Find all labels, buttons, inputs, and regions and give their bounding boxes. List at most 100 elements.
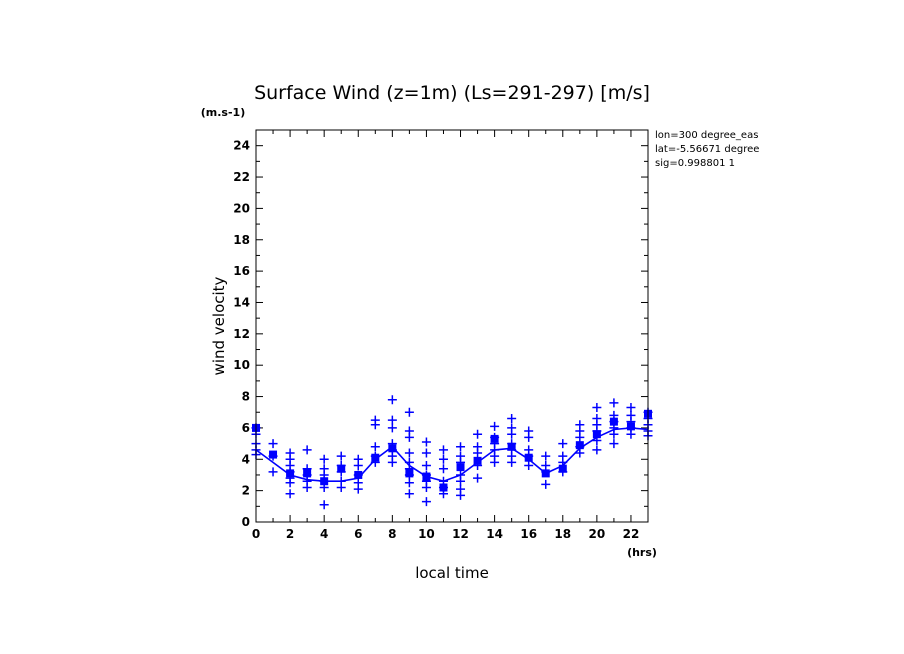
x-tick-label: 2 [286,527,294,541]
square-point [405,469,414,478]
cross-point [609,398,619,408]
cross-point [473,473,483,483]
x-tick-label: 8 [388,527,396,541]
y-tick-label: 6 [242,421,250,435]
cross-point [421,497,431,507]
cross-point [490,421,500,431]
y-tick-label: 12 [233,327,250,341]
x-tick-label: 0 [252,527,260,541]
square-point [303,469,312,478]
square-point [507,442,516,451]
y-tick-label: 22 [233,170,250,184]
y-tick-label: 24 [233,139,250,153]
cross-point [524,461,534,471]
cross-point [456,476,466,486]
square-point [592,430,601,439]
cross-point [319,454,329,464]
cross-point [592,403,602,413]
cross-point [507,457,517,467]
square-point [337,464,346,473]
cross-point [268,467,278,477]
cross-point [438,445,448,455]
square-point [388,444,397,453]
cross-point [626,429,636,439]
x-tick-label: 12 [452,527,469,541]
square-point [286,469,295,478]
y-tick-label: 14 [233,295,250,309]
cross-point [302,483,312,493]
square-point [609,417,618,426]
cross-point [421,461,431,471]
cross-point [404,489,414,499]
y-tick-label: 2 [242,484,250,498]
x-axis-label: local time [415,564,489,582]
mean-line [255,427,649,483]
x-tick-label: 22 [623,527,640,541]
x-tick-label: 20 [589,527,606,541]
cross-point [387,395,397,405]
square-point [626,422,635,431]
cross-point [387,423,397,433]
cross-point [370,442,380,452]
chart-title: Surface Wind (z=1m) (Ls=291-297) [m/s] [254,82,650,104]
x-unit-label: (hrs) [627,546,657,559]
cross-point [404,448,414,458]
cross-point [456,442,466,452]
cross-point [626,403,636,413]
cross-point [370,420,380,430]
cross-point [438,454,448,464]
x-tick-label: 18 [554,527,571,541]
cross-point [541,479,551,489]
y-tick-label: 18 [233,233,250,247]
x-tick-label: 10 [418,527,435,541]
cross-point [387,457,397,467]
cross-point [387,415,397,425]
cross-point [268,439,278,449]
cross-point [438,464,448,474]
square-point [439,483,448,492]
cross-point [336,483,346,493]
cross-point [285,489,295,499]
y-axis-label: wind velocity [210,276,228,375]
cross-point [404,478,414,488]
x-tick-label: 6 [354,527,362,541]
cross-point [473,429,483,439]
square-point [456,463,465,472]
cross-point [353,461,363,471]
x-tick-label: 14 [486,527,503,541]
y-tick-label: 16 [233,264,250,278]
info-box: lon=300 degree_eas lat=-5.56671 degree s… [655,130,759,169]
cross-point [592,445,602,455]
cross-point [421,448,431,458]
x-tick-label: 16 [520,527,537,541]
y-tick-label: 4 [242,452,250,466]
cross-point [558,439,568,449]
cross-point [404,407,414,417]
cross-point [473,448,483,458]
y-tick-label: 20 [233,201,250,215]
cross-point [336,451,346,461]
square-point [473,456,482,465]
cross-point [319,500,329,510]
info-line-sig: sig=0.998801 1 [655,158,735,169]
cross-point [490,457,500,467]
cross-point [421,483,431,493]
cross-point [507,429,517,439]
cross-point [609,439,619,449]
x-tick-label: 4 [320,527,328,541]
cross-point [575,448,585,458]
cross-point [404,432,414,442]
square-point [269,450,278,459]
cross-point [541,451,551,461]
info-line-lon: lon=300 degree_eas [655,130,758,141]
y-tick-label: 10 [233,358,250,372]
square-point [490,434,499,443]
square-point [524,453,533,462]
square-point [575,441,584,450]
cross-point [456,490,466,500]
square-point [354,470,363,479]
data-marks [251,395,653,510]
cross-point [421,437,431,447]
square-point [558,464,567,473]
